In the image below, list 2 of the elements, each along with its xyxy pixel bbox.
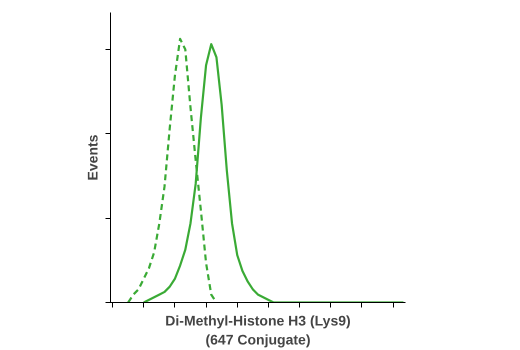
x-axis-title: Di-Methyl-Histone H3 (Lys9) (647 Conjugate) (165, 312, 351, 348)
y-axis-title: Events (84, 134, 100, 180)
